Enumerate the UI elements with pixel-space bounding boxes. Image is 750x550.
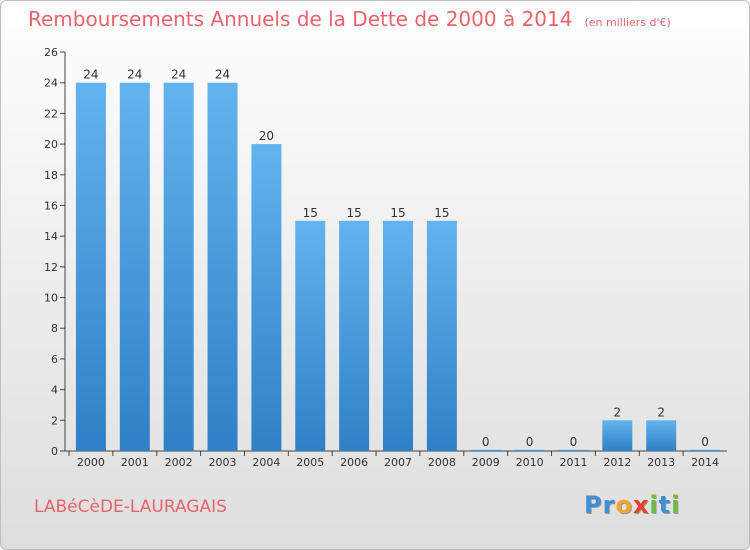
x-tick-label: 2013 <box>647 456 675 469</box>
y-tick-label: 24 <box>44 77 58 90</box>
bar <box>558 449 589 451</box>
x-tick-label: 2010 <box>516 456 544 469</box>
chart-title: Remboursements Annuels de la Dette de 20… <box>28 7 671 31</box>
x-tick-label: 2012 <box>603 456 631 469</box>
logo-letter: i <box>649 491 659 519</box>
y-tick-label: 26 <box>44 46 58 59</box>
bar-value-label: 15 <box>434 206 449 220</box>
x-tick-label: 2008 <box>428 456 456 469</box>
y-tick-label: 12 <box>44 261 58 274</box>
bar <box>470 449 501 451</box>
bar-value-label: 0 <box>526 435 534 449</box>
x-tick-label: 2009 <box>472 456 500 469</box>
bar-value-label: 15 <box>390 206 405 220</box>
bar-value-label: 24 <box>83 68 98 82</box>
y-tick-label: 20 <box>44 138 58 151</box>
x-tick-label: 2014 <box>691 456 719 469</box>
bar <box>514 449 545 451</box>
y-tick-label: 8 <box>51 322 58 335</box>
bar <box>207 82 238 451</box>
x-tick-label: 2011 <box>559 456 587 469</box>
bar-value-label: 0 <box>482 435 490 449</box>
bar-value-label: 0 <box>570 435 578 449</box>
x-tick-label: 2003 <box>209 456 237 469</box>
bar <box>646 420 677 451</box>
y-tick-label: 10 <box>44 292 58 305</box>
chart-subtitle: (en milliers d'€) <box>584 16 671 29</box>
logo-letter: r <box>602 491 616 519</box>
town-name: LABéCèDE-LAURAGAIS <box>34 497 227 517</box>
logo-letter: i <box>671 491 681 519</box>
bar-value-label: 24 <box>215 68 230 82</box>
logo-letter: x <box>632 491 650 519</box>
y-tick-label: 18 <box>44 169 58 182</box>
bar <box>339 220 370 451</box>
y-tick-label: 22 <box>44 107 58 120</box>
bar-value-label: 20 <box>259 129 274 143</box>
y-tick-label: 16 <box>44 199 58 212</box>
bar <box>75 82 106 451</box>
logo-letter: t <box>658 491 672 519</box>
bar-value-label: 24 <box>127 68 142 82</box>
bar <box>426 220 457 451</box>
bar <box>119 82 150 451</box>
x-tick-label: 2000 <box>77 456 105 469</box>
bar-value-label: 0 <box>701 435 709 449</box>
y-tick-label: 4 <box>51 384 58 397</box>
bar-value-label: 24 <box>171 68 186 82</box>
x-tick-label: 2007 <box>384 456 412 469</box>
x-tick-label: 2001 <box>121 456 149 469</box>
bar-value-label: 2 <box>614 405 622 419</box>
x-tick-label: 2002 <box>165 456 193 469</box>
y-tick-label: 2 <box>51 414 58 427</box>
logo-letter: o <box>615 491 633 519</box>
y-tick-label: 14 <box>44 230 58 243</box>
bar <box>383 220 413 451</box>
bar-value-label: 15 <box>303 206 318 220</box>
title-text: Remboursements Annuels de la Dette de 20… <box>28 7 573 31</box>
y-tick-label: 0 <box>51 445 58 458</box>
bar-value-label: 2 <box>657 405 665 419</box>
y-tick-label: 6 <box>51 353 58 366</box>
x-tick-label: 2005 <box>296 456 324 469</box>
bar <box>251 144 282 452</box>
bar-value-label: 15 <box>346 206 361 220</box>
bar <box>602 420 633 451</box>
x-tick-label: 2006 <box>340 456 368 469</box>
logo-letter: P <box>584 491 603 519</box>
x-tick-label: 2004 <box>252 456 280 469</box>
bar <box>690 449 721 451</box>
bar <box>295 220 326 451</box>
proxiti-logo: Proxiti <box>584 491 680 519</box>
bar <box>163 82 194 451</box>
